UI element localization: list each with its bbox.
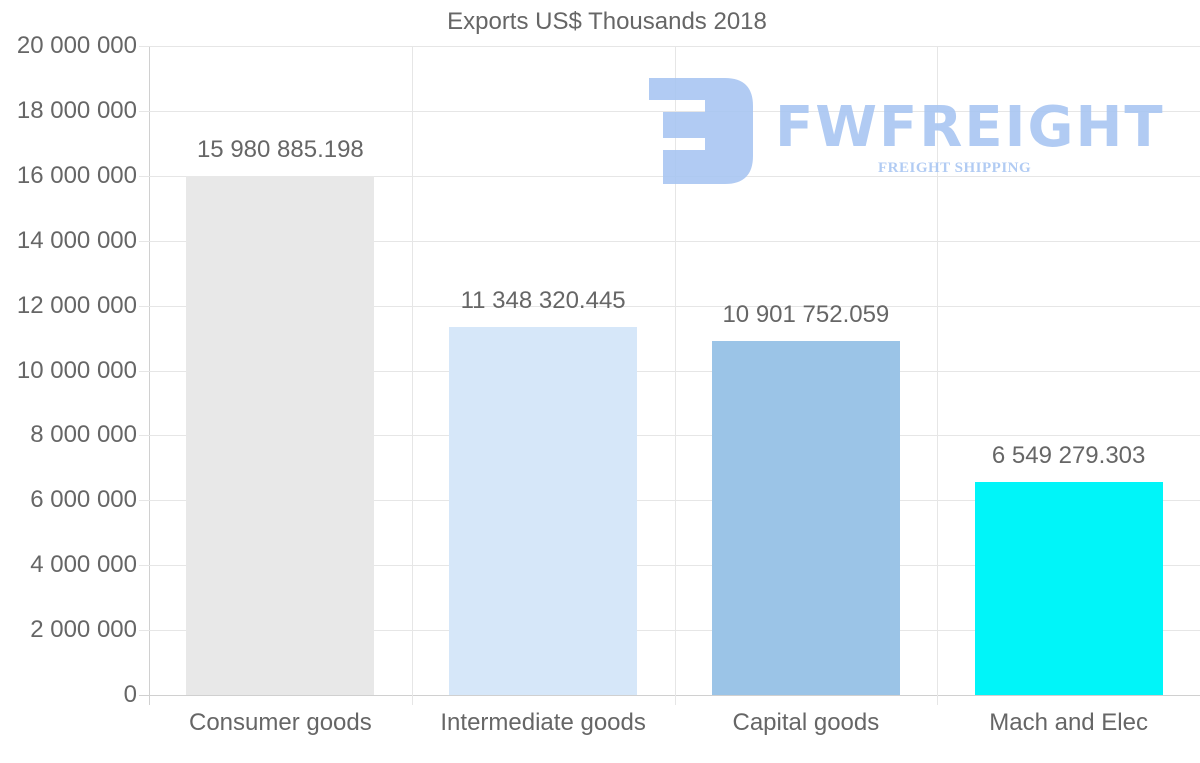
gridline-horizontal — [139, 500, 1200, 502]
x-tick-label: Capital goods — [732, 709, 880, 736]
bar-mach-and-elec[interactable] — [974, 482, 1163, 695]
y-tick-label: 8 000 000 — [30, 421, 137, 449]
gridline-horizontal — [139, 565, 1200, 567]
chart-title: Exports US$ Thousands 2018 — [447, 8, 767, 35]
y-tick-label: 12 000 000 — [16, 291, 137, 319]
y-tick-label: 16 000 000 — [16, 161, 137, 189]
y-tick-label: 20 000 000 — [16, 32, 137, 59]
gridline-horizontal — [139, 305, 1200, 307]
bar-value-label: 10 901 752.059 — [722, 301, 890, 329]
gridline-vertical — [411, 46, 413, 705]
plot-area: 0 2 000 000 4 000 000 6 000 000 8 000 000 10 … — [17, 32, 1200, 736]
gridline-horizontal — [139, 435, 1200, 437]
bar-value-label: 11 348 320.445 — [460, 286, 626, 314]
gridline-horizontal — [139, 240, 1200, 242]
y-tick-label: 18 000 000 — [16, 96, 137, 124]
y-tick-label: 2 000 000 — [30, 616, 137, 644]
gridline-vertical — [937, 46, 939, 705]
bar-capital-goods[interactable] — [711, 341, 900, 695]
y-tick-label: 0 — [123, 681, 137, 708]
y-axis-line — [149, 46, 150, 705]
y-tick-label: 10 000 000 — [16, 356, 137, 384]
bar-value-label: 15 980 885.198 — [196, 136, 364, 164]
watermark-tagline: FREIGHT SHIPPING — [878, 160, 1032, 176]
x-tick-label: Intermediate goods — [440, 709, 646, 736]
gridline-horizontal — [139, 110, 1200, 112]
fwfreight-logo-icon — [649, 78, 753, 184]
y-tick-label: 14 000 000 — [16, 226, 137, 254]
gridline-vertical — [674, 46, 676, 705]
y-tick-label: 4 000 000 — [30, 551, 137, 579]
x-axis-line — [139, 695, 1200, 696]
x-tick-label: Consumer goods — [188, 709, 372, 736]
gridline-horizontal — [139, 370, 1200, 372]
watermark-brand: FWFREIGHT — [775, 95, 1165, 160]
bar-consumer-goods[interactable] — [186, 176, 375, 695]
bar-value-label: 6 549 279.303 — [991, 442, 1146, 470]
gridline-horizontal — [139, 630, 1200, 632]
y-tick-label: 6 000 000 — [30, 486, 137, 514]
bar-intermediate-goods[interactable] — [449, 326, 638, 695]
gridline-horizontal — [139, 46, 1200, 47]
x-tick-label: Mach and Elec — [989, 709, 1148, 736]
fwfreight-watermark: FWFREIGHT FREIGHT SHIPPING — [645, 72, 1165, 188]
